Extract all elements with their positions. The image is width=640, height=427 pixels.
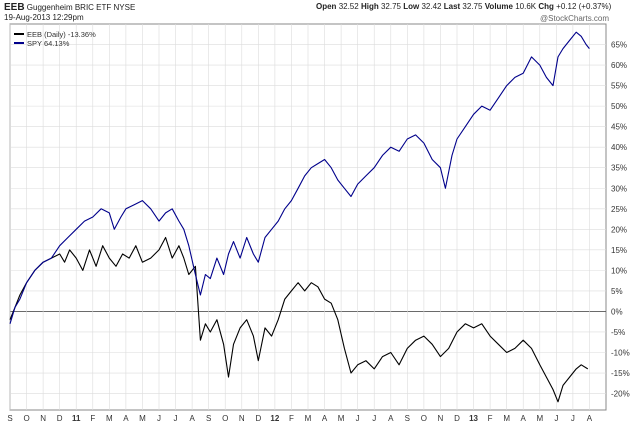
quote-chg-label: Chg: [538, 2, 554, 11]
series-line-eeb: [9, 236, 589, 403]
x-tick-label: M: [338, 414, 345, 423]
quote-high-label: High: [360, 2, 379, 11]
y-tick-label: 40%: [611, 143, 627, 152]
y-tick-label: 65%: [611, 41, 627, 50]
symbol: EEB: [4, 2, 25, 13]
x-tick-label: F: [90, 414, 95, 423]
x-tick-label: F: [488, 414, 493, 423]
quote-low-value: 32.42: [421, 2, 442, 11]
quote-low-label: Low: [403, 2, 420, 11]
exchange: NYSE: [113, 3, 136, 12]
x-tick-label: N: [40, 414, 46, 423]
x-tick-label: J: [356, 414, 360, 423]
y-tick-label: 35%: [611, 164, 627, 173]
security-name: Guggenheim BRIC ETF: [26, 3, 112, 12]
quote-bar: Open 32.52 High 32.75 Low 32.42 Last 32.…: [316, 2, 611, 11]
quote-open-value: 32.52: [338, 2, 359, 11]
chart-header: EEB Guggenheim BRIC ETF NYSE: [4, 2, 135, 13]
x-tick-label: M: [305, 414, 312, 423]
x-tick-label: A: [521, 414, 527, 423]
x-tick-label: 13: [469, 414, 478, 423]
quote-open-label: Open: [316, 2, 337, 11]
y-tick-label: 25%: [611, 205, 627, 214]
quote-last-value: 32.75: [462, 2, 483, 11]
y-tick-label: 55%: [611, 82, 627, 91]
watermark: @StockCharts.com: [540, 14, 610, 23]
x-tick-label: M: [106, 414, 113, 423]
y-tick-label: -15%: [611, 369, 630, 378]
x-tick-label: O: [222, 414, 228, 423]
x-tick-label: M: [503, 414, 510, 423]
y-tick-label: -5%: [611, 328, 625, 337]
x-tick-label: O: [23, 414, 29, 423]
x-tick-label: J: [174, 414, 178, 423]
x-tick-label: D: [255, 414, 261, 423]
x-tick-label: S: [7, 414, 12, 423]
y-tick-label: 45%: [611, 123, 627, 132]
x-tick-label: M: [139, 414, 146, 423]
x-tick-label: D: [454, 414, 460, 423]
chart-date: 19-Aug-2013 12:29pm: [4, 13, 84, 22]
y-tick-label: -20%: [611, 390, 630, 399]
legend-label-eeb: EEB (Daily) -13.36%: [27, 30, 96, 39]
quote-last-label: Last: [443, 2, 461, 11]
x-tick-label: J: [157, 414, 161, 423]
x-tick-label: A: [388, 414, 394, 423]
quote-volume-label: Volume: [484, 2, 513, 11]
quote-volume-value: 10.6K: [515, 2, 537, 11]
x-tick-label: A: [123, 414, 129, 423]
y-tick-label: 10%: [611, 266, 627, 275]
y-tick-label: 30%: [611, 184, 627, 193]
x-tick-label: D: [57, 414, 63, 423]
x-tick-label: A: [322, 414, 328, 423]
x-tick-label: N: [239, 414, 245, 423]
x-tick-label: M: [536, 414, 543, 423]
y-tick-label: -10%: [611, 349, 630, 358]
x-tick-label: 12: [270, 414, 279, 423]
x-tick-label: J: [554, 414, 558, 423]
y-tick-label: 5%: [611, 287, 623, 296]
x-tick-label: A: [189, 414, 195, 423]
series-line-spy: [9, 31, 590, 324]
legend-label-spy: SPY 64.13%: [27, 39, 70, 48]
y-tick-label: 50%: [611, 102, 627, 111]
y-tick-label: 20%: [611, 225, 627, 234]
x-tick-label: S: [206, 414, 211, 423]
x-tick-label: O: [421, 414, 427, 423]
y-tick-label: 60%: [611, 61, 627, 70]
quote-high-value: 32.75: [380, 2, 401, 11]
quote-chg-value: +0.12 (+0.37%): [556, 2, 612, 11]
y-tick-label: 15%: [611, 246, 627, 255]
x-tick-label: A: [587, 414, 593, 423]
x-tick-label: J: [372, 414, 376, 423]
y-tick-label: 0%: [611, 307, 623, 316]
x-tick-label: F: [289, 414, 294, 423]
x-tick-label: 11: [72, 414, 81, 423]
x-tick-label: S: [405, 414, 410, 423]
x-tick-label: J: [571, 414, 575, 423]
x-tick-label: N: [438, 414, 444, 423]
